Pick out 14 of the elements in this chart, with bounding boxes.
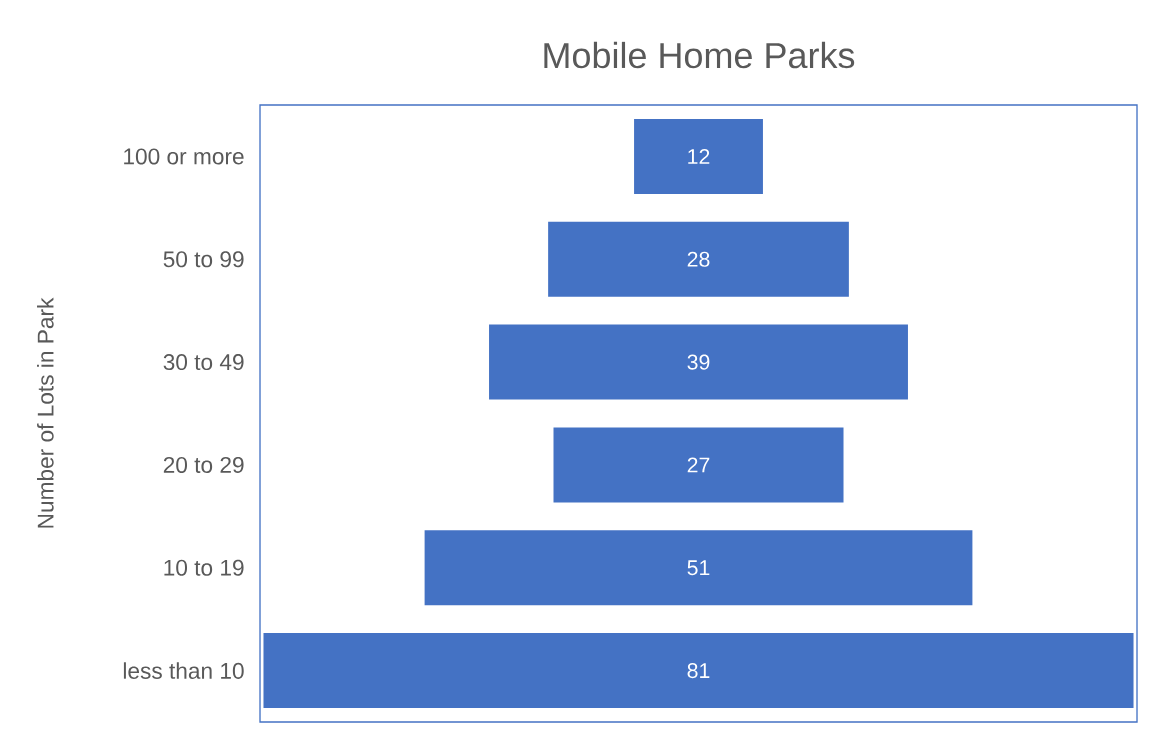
data-label: 27: [687, 457, 710, 473]
data-label: 28: [687, 251, 710, 267]
text: Mobile Home Parks: [544, 41, 855, 69]
category-label: 10 to 19: [164, 559, 244, 576]
data-label: 51: [687, 560, 710, 576]
category-label: 50 to 99: [163, 251, 244, 268]
data-label: 12: [688, 148, 710, 164]
data-label: 81: [687, 663, 710, 679]
category-label: less than 10: [123, 662, 244, 679]
category-label: 30 to 49: [163, 354, 244, 371]
category-label: 100 or more: [124, 148, 244, 165]
text: Number of Lots in Park: [37, 297, 54, 528]
data-label: 39: [687, 354, 710, 370]
category-label: 20 to 29: [163, 456, 244, 473]
